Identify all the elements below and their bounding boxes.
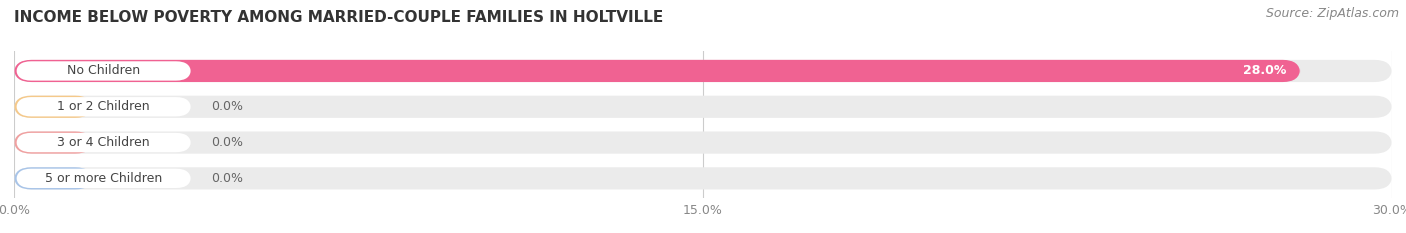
- FancyBboxPatch shape: [14, 131, 93, 154]
- Text: 28.0%: 28.0%: [1243, 65, 1286, 77]
- FancyBboxPatch shape: [17, 97, 191, 116]
- FancyBboxPatch shape: [17, 133, 191, 152]
- Text: 1 or 2 Children: 1 or 2 Children: [58, 100, 150, 113]
- Text: 3 or 4 Children: 3 or 4 Children: [58, 136, 150, 149]
- Text: 0.0%: 0.0%: [211, 136, 243, 149]
- Text: Source: ZipAtlas.com: Source: ZipAtlas.com: [1265, 7, 1399, 20]
- FancyBboxPatch shape: [14, 131, 1392, 154]
- Text: INCOME BELOW POVERTY AMONG MARRIED-COUPLE FAMILIES IN HOLTVILLE: INCOME BELOW POVERTY AMONG MARRIED-COUPL…: [14, 10, 664, 25]
- FancyBboxPatch shape: [14, 167, 1392, 189]
- Text: 0.0%: 0.0%: [211, 100, 243, 113]
- FancyBboxPatch shape: [14, 167, 93, 189]
- Text: 0.0%: 0.0%: [211, 172, 243, 185]
- FancyBboxPatch shape: [14, 96, 1392, 118]
- FancyBboxPatch shape: [14, 60, 1392, 82]
- FancyBboxPatch shape: [14, 96, 93, 118]
- FancyBboxPatch shape: [17, 61, 191, 81]
- Text: 5 or more Children: 5 or more Children: [45, 172, 162, 185]
- FancyBboxPatch shape: [14, 60, 1301, 82]
- Text: No Children: No Children: [67, 65, 141, 77]
- FancyBboxPatch shape: [17, 169, 191, 188]
